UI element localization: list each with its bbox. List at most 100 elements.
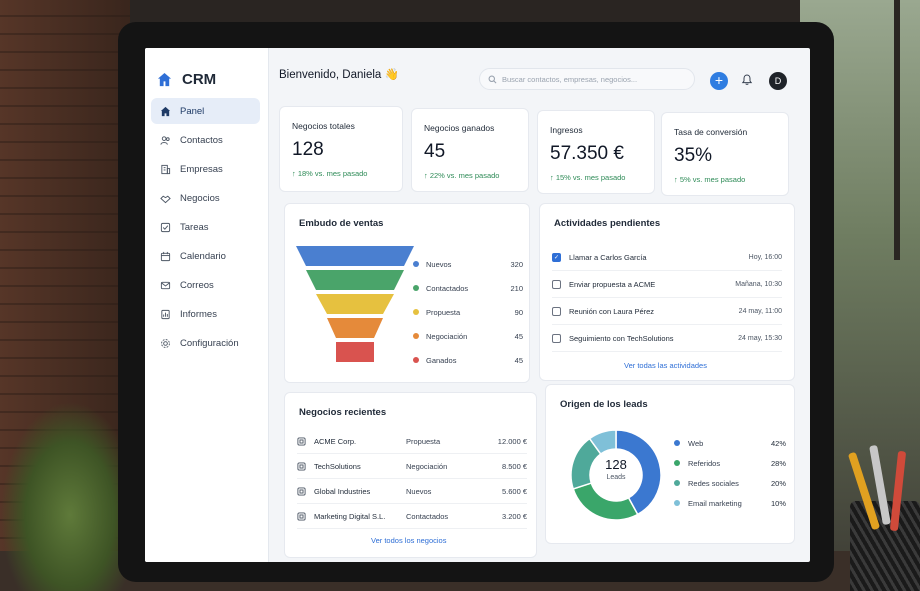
logo-icon: [157, 72, 172, 86]
deal-name: ACME Corp.: [314, 436, 357, 446]
sidebar-item-empresas[interactable]: Empresas: [151, 156, 260, 182]
funnel-card: Embudo de ventas Nuevos 320 Contactados 210…: [284, 203, 530, 383]
sidebar-item-label: Calendario: [180, 250, 226, 262]
kpi-title: Tasa de conversión: [674, 127, 748, 137]
activity-label: Llamar a Carlos García: [569, 252, 647, 262]
lead-source-label: Redes sociales: [688, 478, 739, 488]
sidebar-item-label: Empresas: [180, 163, 223, 175]
funnel-title: Embudo de ventas: [299, 218, 384, 229]
funnel-stage-ganados: [336, 342, 374, 362]
donut-slice-referidos: [572, 482, 639, 521]
calendar-icon: [160, 251, 171, 261]
home-icon: [160, 106, 171, 116]
deal-amount: 5.600 €: [501, 486, 527, 496]
kpi-title: Negocios ganados: [424, 123, 495, 133]
activity-time: 24 may, 11:00: [738, 307, 782, 315]
funnel-stage-nuevos: [296, 246, 414, 266]
deals-card: Negocios recientes ACME Corp. Propuesta 12…: [284, 392, 537, 558]
task-checkbox[interactable]: [552, 306, 561, 316]
sidebar-item-contactos[interactable]: Contactos: [151, 127, 260, 153]
sidebar-item-calendario[interactable]: Calendario: [151, 243, 260, 269]
sidebar-item-label: Configuración: [180, 337, 239, 349]
deal-amount: 3.200 €: [501, 511, 527, 521]
funnel-stage-value: 320: [510, 259, 523, 269]
deal-row[interactable]: Global Industries Nuevos 5.600 €: [297, 479, 527, 504]
activity-item[interactable]: Seguimiento con TechSolutions 24 may, 15:…: [552, 325, 782, 352]
funnel-stage-label: Ganados: [426, 355, 457, 365]
task-checkbox[interactable]: ✓: [552, 252, 561, 262]
sidebar-item-negocios[interactable]: Negocios: [151, 185, 260, 211]
deal-name: Global Industries: [314, 486, 371, 496]
legend-dot: [674, 440, 680, 446]
avatar[interactable]: D: [769, 72, 787, 90]
activity-item[interactable]: Reunión con Laura Pérez 24 may, 11:00: [552, 298, 782, 325]
deal-name: Marketing Digital S.L.: [314, 511, 386, 521]
sidebar-item-tareas[interactable]: Tareas: [151, 214, 260, 240]
lead-source-label: Email marketing: [688, 498, 742, 508]
funnel-legend-row: Contactados 210: [413, 276, 523, 300]
users-icon: [160, 135, 170, 145]
plant: [0, 401, 140, 591]
lead-source-value: 20%: [770, 478, 786, 488]
gear-icon: [161, 338, 170, 348]
deal-stage: Negociación: [406, 461, 448, 471]
lead-source-value: 28%: [770, 458, 786, 468]
sidebar: CRM Panel Contactos Empresas Negocios Tareas…: [145, 48, 269, 562]
deal-stage: Contactados: [406, 511, 449, 521]
kpi-value: 57.350 €: [550, 143, 624, 164]
kpi-delta: ↑ 22% vs. mes pasado: [424, 171, 500, 180]
legend-dot: [413, 333, 419, 339]
task-checkbox[interactable]: [552, 279, 561, 289]
lead-source-value: 42%: [770, 438, 786, 448]
add-button[interactable]: +: [710, 72, 728, 90]
activity-label: Reunión con Laura Pérez: [569, 306, 655, 316]
deal-row[interactable]: ACME Corp. Propuesta 12.000 €: [297, 429, 527, 454]
sidebar-item-configuracion[interactable]: Configuración: [151, 330, 260, 356]
lead-legend-row: Redes sociales 20%: [674, 473, 786, 493]
deal-stage: Nuevos: [406, 486, 432, 496]
view-all-deals-link[interactable]: Ver todos los negocios: [371, 536, 447, 545]
search-input[interactable]: Buscar contactos, empresas, negocios...: [479, 68, 695, 90]
legend-dot: [413, 357, 419, 363]
sidebar-item-label: Panel: [180, 105, 205, 117]
deal-row[interactable]: TechSolutions Negociación 8.500 €: [297, 454, 527, 479]
funnel-legend: Nuevos 320 Contactados 210 Propuesta 90 Negoci…: [413, 252, 523, 372]
deal-row[interactable]: Marketing Digital S.L. Contactados 3.200 €: [297, 504, 527, 529]
sidebar-item-informes[interactable]: Informes: [151, 301, 260, 327]
activities-card: Actividades pendientes ✓ Llamar a Carlos …: [539, 203, 795, 381]
leads-card: Origen de los leads 128 Leads Web 42% Refe…: [545, 384, 795, 544]
funnel-legend-row: Ganados 45: [413, 348, 523, 372]
sidebar-item-label: Informes: [180, 308, 217, 320]
donut-slice-web: [615, 429, 662, 516]
legend-dot: [413, 261, 419, 267]
lead-legend-row: Email marketing 10%: [674, 493, 786, 513]
header: Bienvenido, Daniela 👋 Buscar contactos, …: [269, 48, 810, 100]
deals-title: Negocios recientes: [299, 407, 387, 418]
funnel-chart: [296, 246, 414, 362]
funnel-stage-value: 90: [514, 307, 523, 317]
deal-stage: Propuesta: [406, 436, 441, 446]
company-icon: [297, 461, 306, 471]
funnel-stage-value: 45: [514, 331, 523, 341]
activity-item[interactable]: ✓ Llamar a Carlos García Hoy, 16:00: [552, 244, 782, 271]
funnel-legend-row: Nuevos 320: [413, 252, 523, 276]
company-icon: [297, 486, 306, 496]
sidebar-item-label: Negocios: [180, 192, 220, 204]
lead-source-value: 10%: [770, 498, 786, 508]
funnel-stage-value: 45: [514, 355, 523, 365]
lead-legend-row: Referidos 28%: [674, 453, 786, 473]
legend-dot: [674, 500, 680, 506]
deal-name: TechSolutions: [314, 461, 361, 471]
kpi-value: 128: [292, 139, 324, 160]
kpi-value: 35%: [674, 145, 713, 166]
activities-title: Actividades pendientes: [554, 218, 661, 229]
leads-donut-chart: [570, 429, 662, 521]
sidebar-item-correos[interactable]: Correos: [151, 272, 260, 298]
bell-icon[interactable]: [741, 74, 753, 86]
legend-dot: [413, 285, 419, 291]
view-all-activities-link[interactable]: Ver todas las actividades: [624, 361, 707, 370]
task-checkbox[interactable]: [552, 333, 561, 343]
kpi-title: Ingresos: [550, 125, 583, 135]
activity-item[interactable]: Enviar propuesta a ACME Mañana, 10:30: [552, 271, 782, 298]
sidebar-item-panel[interactable]: Panel: [151, 98, 260, 124]
